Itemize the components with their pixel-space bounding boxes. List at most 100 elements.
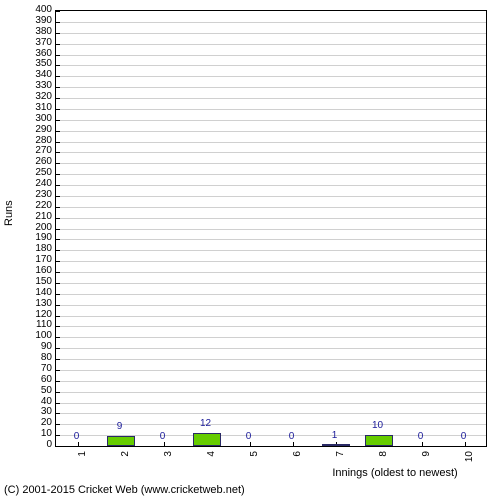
- grid-line: [56, 316, 486, 317]
- y-tick-label: 390: [27, 15, 52, 26]
- y-tick: [56, 163, 60, 164]
- y-tick: [56, 316, 60, 317]
- y-tick: [56, 326, 60, 327]
- y-tick: [56, 294, 60, 295]
- y-tick: [56, 229, 60, 230]
- grid-line: [56, 239, 486, 240]
- bar: [322, 444, 350, 446]
- grid-line: [56, 403, 486, 404]
- y-tick: [56, 44, 60, 45]
- grid-line: [56, 142, 486, 143]
- y-tick-label: 160: [27, 265, 52, 276]
- y-tick-label: 380: [27, 26, 52, 37]
- plot-area: [55, 10, 487, 447]
- y-tick-label: 370: [27, 37, 52, 48]
- y-tick-label: 60: [27, 374, 52, 385]
- grid-line: [56, 131, 486, 132]
- grid-line: [56, 283, 486, 284]
- y-tick-label: 30: [27, 406, 52, 417]
- y-tick: [56, 33, 60, 34]
- y-tick: [56, 370, 60, 371]
- y-tick-label: 170: [27, 254, 52, 265]
- y-tick-label: 190: [27, 232, 52, 243]
- x-tick: [422, 442, 423, 446]
- grid-line: [56, 337, 486, 338]
- y-tick-label: 310: [27, 102, 52, 113]
- grid-line: [56, 305, 486, 306]
- y-tick: [56, 109, 60, 110]
- grid-line: [56, 229, 486, 230]
- bar-value-label: 0: [449, 431, 479, 442]
- x-tick: [293, 442, 294, 446]
- y-tick-label: 230: [27, 189, 52, 200]
- y-tick: [56, 305, 60, 306]
- y-tick-label: 350: [27, 58, 52, 69]
- x-tick-label: 1: [77, 451, 88, 471]
- x-tick-label: 4: [206, 451, 217, 471]
- y-tick: [56, 174, 60, 175]
- y-tick-label: 70: [27, 363, 52, 374]
- y-tick-label: 360: [27, 48, 52, 59]
- grid-line: [56, 326, 486, 327]
- grid-line: [56, 185, 486, 186]
- y-tick-label: 50: [27, 385, 52, 396]
- y-tick: [56, 87, 60, 88]
- y-tick: [56, 120, 60, 121]
- y-tick: [56, 337, 60, 338]
- bar-value-label: 1: [320, 430, 350, 441]
- y-tick-label: 300: [27, 113, 52, 124]
- grid-line: [56, 261, 486, 262]
- bar-value-label: 0: [148, 431, 178, 442]
- grid-line: [56, 196, 486, 197]
- grid-line: [56, 413, 486, 414]
- y-tick-label: 200: [27, 222, 52, 233]
- y-tick: [56, 381, 60, 382]
- grid-line: [56, 120, 486, 121]
- y-tick: [56, 359, 60, 360]
- x-tick-label: 3: [163, 451, 174, 471]
- y-tick: [56, 152, 60, 153]
- y-tick: [56, 207, 60, 208]
- x-tick-label: 6: [292, 451, 303, 471]
- x-tick-label: 9: [421, 451, 432, 471]
- y-tick: [56, 11, 60, 12]
- y-tick: [56, 283, 60, 284]
- grid-line: [56, 294, 486, 295]
- y-tick-label: 280: [27, 135, 52, 146]
- y-tick: [56, 424, 60, 425]
- y-tick: [56, 76, 60, 77]
- bar: [365, 435, 393, 446]
- bar-value-label: 9: [105, 421, 135, 432]
- y-tick: [56, 435, 60, 436]
- chart-container: Runs Innings (oldest to newest) (C) 2001…: [0, 0, 500, 500]
- grid-line: [56, 250, 486, 251]
- y-axis-title: Runs: [3, 200, 15, 226]
- grid-line: [56, 152, 486, 153]
- grid-line: [56, 65, 486, 66]
- grid-line: [56, 22, 486, 23]
- y-tick-label: 220: [27, 200, 52, 211]
- bar-value-label: 0: [62, 431, 92, 442]
- bar: [107, 436, 135, 446]
- y-tick: [56, 250, 60, 251]
- y-tick: [56, 22, 60, 23]
- y-tick-label: 400: [27, 4, 52, 15]
- grid-line: [56, 33, 486, 34]
- y-tick-label: 180: [27, 243, 52, 254]
- grid-line: [56, 109, 486, 110]
- grid-line: [56, 381, 486, 382]
- y-tick-label: 0: [27, 439, 52, 450]
- grid-line: [56, 174, 486, 175]
- grid-line: [56, 348, 486, 349]
- grid-line: [56, 218, 486, 219]
- y-tick: [56, 218, 60, 219]
- y-tick-label: 120: [27, 309, 52, 320]
- bar: [193, 433, 221, 446]
- grid-line: [56, 272, 486, 273]
- y-tick-label: 210: [27, 211, 52, 222]
- grid-line: [56, 163, 486, 164]
- x-tick: [465, 442, 466, 446]
- y-tick-label: 100: [27, 330, 52, 341]
- grid-line: [56, 55, 486, 56]
- y-tick: [56, 413, 60, 414]
